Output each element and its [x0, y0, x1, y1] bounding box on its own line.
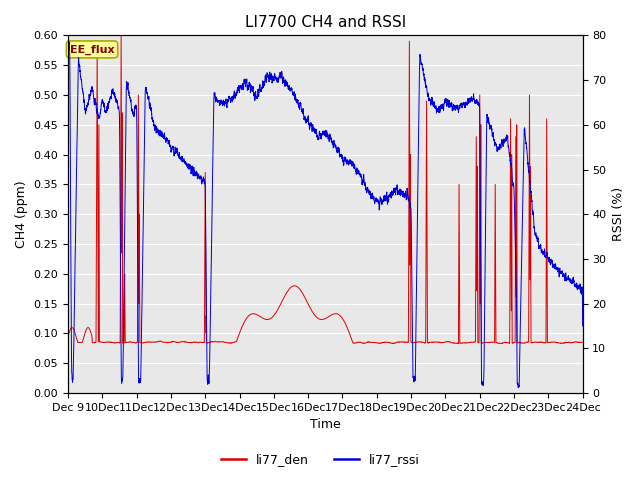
- Title: LI7700 CH4 and RSSI: LI7700 CH4 and RSSI: [244, 15, 406, 30]
- Legend: li77_den, li77_rssi: li77_den, li77_rssi: [216, 448, 424, 471]
- Y-axis label: RSSI (%): RSSI (%): [612, 187, 625, 241]
- Text: EE_flux: EE_flux: [70, 44, 115, 55]
- Y-axis label: CH4 (ppm): CH4 (ppm): [15, 180, 28, 248]
- X-axis label: Time: Time: [310, 419, 340, 432]
